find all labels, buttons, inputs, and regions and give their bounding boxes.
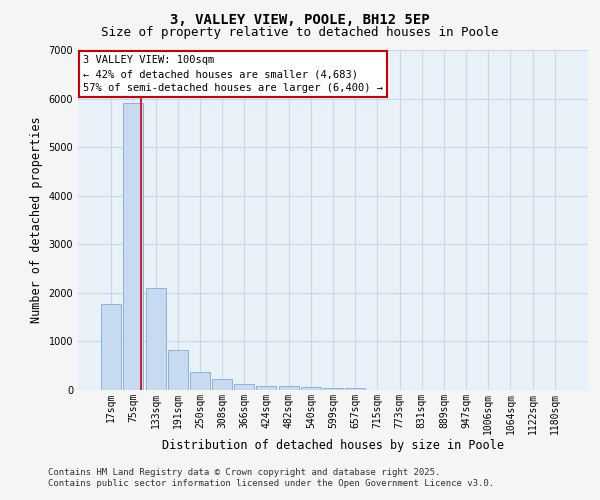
Text: 3, VALLEY VIEW, POOLE, BH12 5EP: 3, VALLEY VIEW, POOLE, BH12 5EP <box>170 12 430 26</box>
Bar <box>146 288 166 390</box>
Text: 3 VALLEY VIEW: 100sqm
← 42% of detached houses are smaller (4,683)
57% of semi-d: 3 VALLEY VIEW: 100sqm ← 42% of detached … <box>83 55 383 93</box>
Bar <box>190 372 210 390</box>
Y-axis label: Number of detached properties: Number of detached properties <box>30 116 43 324</box>
Bar <box>345 388 365 390</box>
X-axis label: Distribution of detached houses by size in Poole: Distribution of detached houses by size … <box>162 440 504 452</box>
Text: Size of property relative to detached houses in Poole: Size of property relative to detached ho… <box>101 26 499 39</box>
Bar <box>101 304 121 390</box>
Bar <box>212 380 232 390</box>
Bar <box>234 384 254 390</box>
Bar <box>256 386 277 390</box>
Bar <box>301 386 321 390</box>
Text: Contains HM Land Registry data © Crown copyright and database right 2025.
Contai: Contains HM Land Registry data © Crown c… <box>48 468 494 487</box>
Bar <box>278 386 299 390</box>
Bar <box>168 350 188 390</box>
Bar <box>323 388 343 390</box>
Bar <box>124 104 143 390</box>
